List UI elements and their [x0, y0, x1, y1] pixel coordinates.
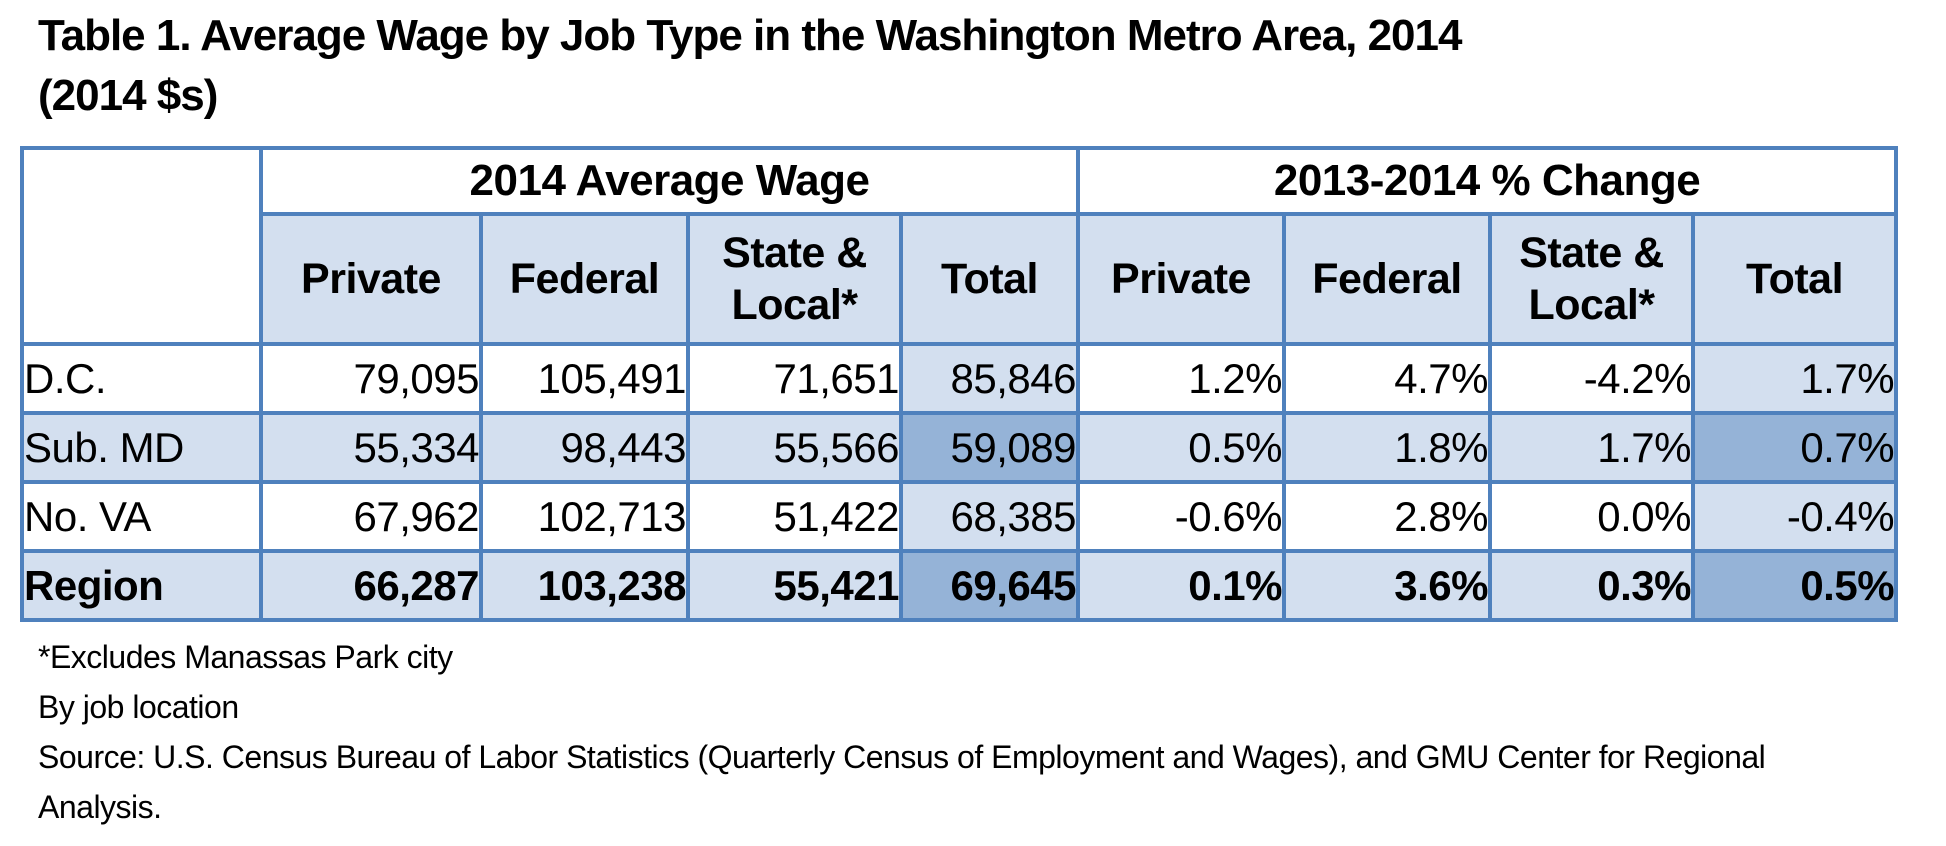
- col-header-pct-total: Total: [1691, 212, 1899, 346]
- table-cell-total: 85,846: [898, 342, 1081, 415]
- corner-cell: [20, 146, 263, 346]
- table-cell: 51,422: [686, 480, 903, 553]
- table-cell: 67,962: [259, 480, 483, 553]
- group-header-average-wage: 2014 Average Wage: [258, 146, 1081, 216]
- table-cell-total: 0.5%: [1691, 549, 1899, 622]
- document-page: Table 1. Average Wage by Job Type in the…: [0, 6, 1946, 846]
- table-cell: 105,491: [479, 342, 690, 415]
- table-cell: 98,443: [479, 411, 690, 484]
- table-cell-total: -0.4%: [1691, 480, 1899, 553]
- group-header-pct-change: 2013-2014 % Change: [1076, 146, 1899, 216]
- table-cell: 3.6%: [1282, 549, 1493, 622]
- footnotes: *Excludes Manassas Park city By job loca…: [38, 632, 1838, 832]
- table-cell: 1.7%: [1488, 411, 1696, 484]
- table-cell: -4.2%: [1488, 342, 1696, 415]
- footnote-job-location: By job location: [38, 689, 239, 725]
- col-header-wage-private: Private: [259, 212, 483, 346]
- table-row-dc: D.C. 79,095 105,491 71,651 85,846 1.2% 4…: [20, 342, 1899, 415]
- col-header-pct-private: Private: [1076, 212, 1287, 346]
- table-cell: 103,238: [479, 549, 690, 622]
- table-cell-total: 59,089: [898, 411, 1081, 484]
- footnote-source: Source: U.S. Census Bureau of Labor Stat…: [38, 739, 1766, 825]
- table-cell-total: 68,385: [898, 480, 1081, 553]
- table-cell-total: 1.7%: [1691, 342, 1899, 415]
- table-cell: -0.6%: [1076, 480, 1287, 553]
- col-header-wage-total: Total: [898, 212, 1081, 346]
- group-header-row: 2014 Average Wage 2013-2014 % Change: [20, 146, 1899, 346]
- table-cell-total: 69,645: [898, 549, 1081, 622]
- row-label: D.C.: [20, 342, 263, 415]
- table-cell: 71,651: [686, 342, 903, 415]
- table-cell: 1.8%: [1282, 411, 1493, 484]
- table-cell: 2.8%: [1282, 480, 1493, 553]
- table-cell: 0.1%: [1076, 549, 1287, 622]
- col-header-wage-federal: Federal: [479, 212, 690, 346]
- table-cell: 4.7%: [1282, 342, 1493, 415]
- col-header-pct-state-local: State & Local*: [1488, 212, 1696, 346]
- row-label: Sub. MD: [20, 411, 263, 484]
- table-cell-total: 0.7%: [1691, 411, 1899, 484]
- table-cell: 55,566: [686, 411, 903, 484]
- col-header-pct-federal: Federal: [1282, 212, 1493, 346]
- col-header-wage-state-local: State & Local*: [686, 212, 903, 346]
- table-cell: 55,334: [259, 411, 483, 484]
- footnote-excludes: *Excludes Manassas Park city: [38, 639, 453, 675]
- wage-table: 2014 Average Wage 2013-2014 % Change Pri…: [20, 146, 1899, 622]
- table-cell: 0.3%: [1488, 549, 1696, 622]
- table-cell: 1.2%: [1076, 342, 1287, 415]
- title-line-1: Table 1. Average Wage by Job Type in the…: [38, 11, 1462, 60]
- table-cell: 55,421: [686, 549, 903, 622]
- table-row-no-va: No. VA 67,962 102,713 51,422 68,385 -0.6…: [20, 480, 1899, 553]
- column-header-row: Private Federal State & Local* Total Pri…: [22, 212, 1899, 346]
- title-line-2: (2014 $s): [38, 71, 218, 120]
- table-cell: 79,095: [259, 342, 483, 415]
- table-cell: 0.0%: [1488, 480, 1696, 553]
- row-label: No. VA: [20, 480, 263, 553]
- table-row-sub-md: Sub. MD 55,334 98,443 55,566 59,089 0.5%…: [20, 411, 1899, 484]
- table-cell: 0.5%: [1076, 411, 1287, 484]
- page-title: Table 1. Average Wage by Job Type in the…: [38, 6, 1946, 126]
- row-label: Region: [20, 549, 263, 622]
- table-cell: 66,287: [259, 549, 483, 622]
- table-row-region: Region 66,287 103,238 55,421 69,645 0.1%…: [20, 549, 1899, 622]
- table-cell: 102,713: [479, 480, 690, 553]
